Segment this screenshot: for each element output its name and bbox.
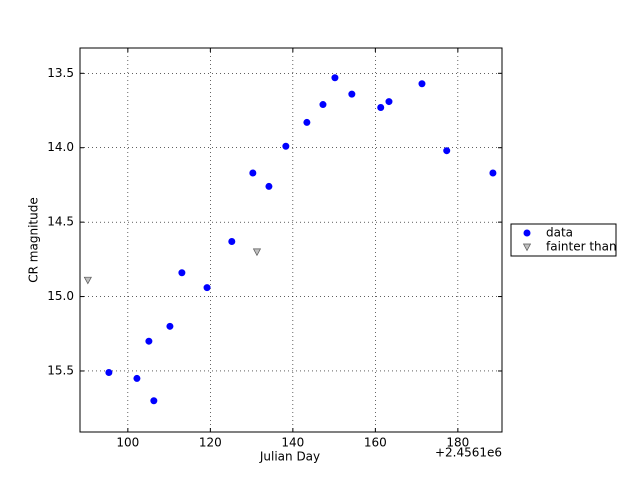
x-axis-label: Julian Day [259, 450, 320, 464]
legend-box [510, 223, 617, 257]
x-tick-label: 160 [364, 436, 387, 450]
x-tick-label: 100 [116, 436, 139, 450]
y-tick-label: 14.5 [47, 215, 74, 229]
marker [83, 276, 92, 285]
y-tick-label: 13.5 [47, 66, 74, 80]
x-tick-label: 120 [199, 436, 222, 450]
marker [105, 368, 113, 376]
legend-marker [522, 243, 532, 252]
x-tick-label: 140 [281, 436, 304, 450]
y-tick-label: 15.5 [47, 363, 74, 377]
legend-label: data [546, 226, 573, 240]
marker [377, 104, 385, 112]
marker [303, 118, 311, 126]
y-tick-label: 14.0 [47, 140, 74, 154]
y-tick-label: 15.0 [47, 289, 74, 303]
y-axis-label: CR magnitude [27, 197, 41, 282]
marker [252, 248, 262, 257]
marker [249, 169, 257, 177]
marker [385, 98, 393, 106]
marker [166, 322, 174, 330]
marker [418, 80, 426, 88]
marker [203, 284, 211, 292]
marker [133, 374, 141, 382]
legend-label: fainter than [546, 240, 617, 254]
marker [282, 142, 290, 150]
marker [265, 182, 273, 190]
x-offset-label: +2.4561e6 [435, 446, 502, 460]
marker [319, 101, 327, 109]
marker [348, 90, 356, 98]
marker [178, 269, 186, 277]
marker [228, 237, 236, 245]
legend-marker [523, 229, 531, 237]
marker [443, 147, 451, 155]
marker [145, 337, 153, 345]
x-tick-label: 180 [446, 436, 469, 450]
marker [489, 169, 497, 177]
marker [150, 397, 158, 405]
plot-frame [79, 47, 503, 433]
marker [331, 74, 339, 82]
